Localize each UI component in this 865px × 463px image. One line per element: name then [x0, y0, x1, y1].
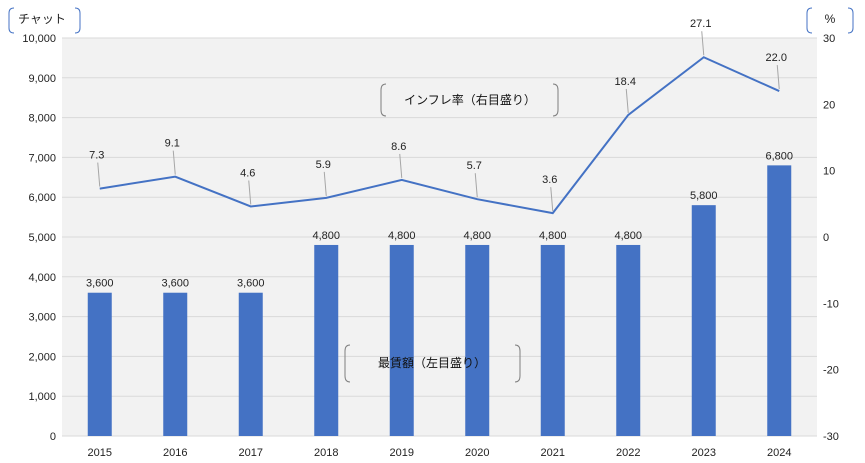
bar-data-label: 6,800	[765, 150, 793, 162]
bar-series-label: 最賃額（左目盛り）	[378, 355, 486, 370]
bar-data-label: 4,800	[614, 230, 642, 242]
bar	[540, 244, 565, 436]
x-tick-label: 2015	[88, 447, 112, 459]
x-tick-label: 2023	[692, 447, 716, 459]
right-unit-bracket	[806, 7, 854, 34]
right-axis: -30 -20 -10 0 10 20 30	[823, 33, 839, 443]
bar	[465, 244, 490, 436]
bar-data-label: 4,800	[388, 230, 416, 242]
right-tick-label: 10	[823, 166, 835, 178]
right-tick-label: 0	[823, 232, 829, 244]
right-axis-unit: %	[825, 12, 836, 26]
x-tick-label: 2021	[541, 447, 565, 459]
leader-line	[323, 171, 327, 196]
line-data-labels: 7.3 9.1 4.6 5.9 8.6 5.7 3.6 18.4 27.1 22.0	[89, 18, 787, 186]
left-tick-label: 1,000	[28, 391, 56, 403]
leader-line	[701, 31, 705, 56]
bar	[691, 205, 716, 436]
x-tick-label: 2019	[390, 447, 414, 459]
left-tick-label: 0	[50, 431, 56, 443]
line-data-label: 7.3	[89, 150, 104, 162]
line-data-label: 22.0	[766, 52, 787, 64]
x-tick-label: 2018	[314, 447, 338, 459]
line-data-label: 8.6	[391, 141, 406, 153]
right-tick-label: 20	[823, 99, 835, 111]
left-tick-label: 8,000	[28, 113, 56, 125]
x-tick-label: 2024	[767, 447, 791, 459]
leader-line	[399, 153, 403, 178]
bar	[87, 292, 112, 436]
bar	[238, 292, 263, 436]
grid-lines	[62, 37, 817, 437]
line-series-label-bracket	[380, 83, 559, 117]
bar	[616, 244, 641, 436]
x-tick-label: 2017	[239, 447, 263, 459]
line-data-label: 9.1	[165, 138, 180, 150]
bar-series	[87, 165, 792, 437]
left-tick-label: 4,000	[28, 272, 56, 284]
left-tick-label: 2,000	[28, 351, 56, 363]
leader-line	[625, 88, 629, 113]
bar-data-label: 3,600	[86, 278, 114, 290]
bar-data-label: 4,800	[312, 230, 340, 242]
bar	[314, 244, 339, 436]
bar	[389, 244, 414, 436]
bar-data-labels: 3,600 3,600 3,600 4,800 4,800 4,800 4,800 4,800…	[86, 150, 793, 289]
line-data-label: 27.1	[690, 18, 711, 30]
right-tick-label: -30	[823, 431, 839, 443]
line-series-label: インフレ率（右目盛り）	[404, 92, 536, 107]
bar-data-label: 5,800	[690, 190, 718, 202]
inflation-line	[99, 56, 780, 215]
line-data-label: 3.6	[542, 174, 557, 186]
x-axis: 2015 2016 2017 2018 2019 2020 2021 2022 2023 2024	[88, 447, 792, 459]
leader-line	[776, 65, 780, 90]
bar	[163, 292, 188, 436]
line-data-label: 18.4	[615, 76, 636, 88]
x-tick-label: 2016	[163, 447, 187, 459]
bar-data-label: 4,800	[463, 230, 491, 242]
bar-data-label: 3,600	[161, 278, 189, 290]
leader-line	[172, 150, 176, 175]
line-data-label: 5.9	[316, 159, 331, 171]
line-data-label: 4.6	[240, 167, 255, 179]
x-tick-label: 2020	[465, 447, 489, 459]
left-axis: 0 1,000 2,000 3,000 4,000 5,000 6,000 7,000 8,00…	[22, 33, 56, 443]
left-tick-label: 10,000	[22, 33, 56, 45]
left-tick-label: 7,000	[28, 152, 56, 164]
bar-data-label: 3,600	[237, 278, 265, 290]
left-tick-label: 9,000	[28, 73, 56, 85]
left-tick-label: 6,000	[28, 192, 56, 204]
leader-line	[550, 187, 554, 212]
bar-series-label-bracket	[344, 344, 521, 383]
bar	[767, 165, 792, 437]
left-unit-bracket	[8, 7, 81, 34]
leader-line	[474, 173, 478, 198]
left-axis-unit: チャット	[18, 12, 66, 26]
left-tick-label: 3,000	[28, 312, 56, 324]
bar-data-label: 4,800	[539, 230, 567, 242]
leader-line	[248, 180, 252, 205]
right-tick-label: 30	[823, 33, 835, 45]
left-tick-label: 5,000	[28, 232, 56, 244]
leader-line	[97, 162, 101, 187]
right-tick-label: -20	[823, 365, 839, 377]
x-tick-label: 2022	[616, 447, 640, 459]
line-data-label: 5.7	[467, 160, 482, 172]
right-tick-label: -10	[823, 298, 839, 310]
line-label-leaders	[97, 31, 780, 212]
